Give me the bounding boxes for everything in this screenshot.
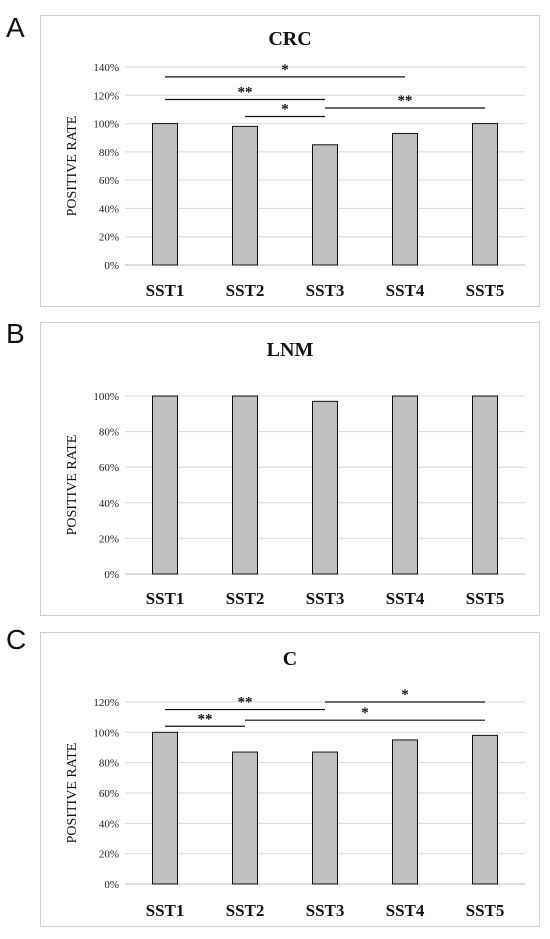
chart-frame: [40, 632, 540, 927]
bar: [392, 395, 418, 575]
bar: [312, 751, 338, 885]
y-tick-label: 60%: [99, 462, 119, 474]
x-tick-label: SST1: [146, 589, 185, 608]
x-tick-label: SST5: [466, 901, 505, 920]
significance-label: **: [198, 711, 213, 727]
bar: [472, 123, 498, 266]
x-tick-label: SST3: [306, 901, 345, 920]
y-tick-label: 60%: [99, 175, 119, 187]
chart-frame: [40, 15, 540, 307]
y-tick-label: 0%: [104, 879, 119, 891]
panel-label-c: C: [6, 624, 27, 655]
significance-label: *: [401, 687, 409, 703]
y-tick-label: 60%: [99, 788, 119, 800]
bar: [392, 132, 418, 266]
chart-title: CRC: [268, 28, 311, 50]
x-tick-label: SST2: [226, 589, 265, 608]
x-tick-label: SST1: [146, 281, 185, 300]
x-tick-label: SST3: [306, 281, 345, 300]
bar: [152, 123, 178, 266]
significance-label: **: [238, 85, 253, 101]
panel-label-a: A: [6, 12, 25, 43]
x-tick-label: SST2: [226, 901, 265, 920]
y-tick-label: 80%: [99, 758, 119, 770]
significance-label: *: [281, 102, 289, 118]
y-tick-label: 40%: [99, 818, 119, 830]
x-tick-label: SST4: [386, 901, 425, 920]
significance-label: *: [361, 705, 369, 721]
x-tick-label: SST2: [226, 281, 265, 300]
bar: [152, 731, 178, 885]
chart-crc: 0% 20% 40% 60% 80% 100% 120% 140% CRC POSITIVE RA…: [40, 15, 540, 307]
y-tick-label: 40%: [99, 498, 119, 510]
x-tick-label: SST3: [306, 589, 345, 608]
chart-title: LNM: [267, 339, 314, 361]
bar: [392, 739, 418, 885]
y-tick-label: 100%: [93, 119, 119, 131]
bar: [312, 144, 338, 266]
bar: [152, 395, 178, 575]
y-tick-label: 140%: [93, 62, 119, 74]
y-tick-label: 100%: [93, 391, 119, 403]
x-tick-label: SST4: [386, 281, 425, 300]
chart-panel-c: 0% 20% 40% 60% 80% 100% 120% C POSITIVE RATE SST1…: [40, 632, 540, 927]
bar: [232, 751, 258, 885]
x-tick-label: SST5: [466, 281, 505, 300]
y-tick-label: 120%: [93, 90, 119, 102]
y-tick-label: 40%: [99, 203, 119, 215]
y-tick-label: 20%: [99, 533, 119, 545]
bar: [232, 125, 258, 266]
y-tick-label: 20%: [99, 849, 119, 861]
chart-lnm: 0% 20% 40% 60% 80% 100% LNM POSITIVE RATE SST1 SS…: [40, 322, 540, 616]
y-axis-label: POSITIVE RATE: [65, 116, 80, 217]
significance-label: **: [238, 695, 253, 711]
bar: [472, 395, 498, 575]
chart-frame: [40, 322, 540, 616]
x-tick-label: SST5: [466, 589, 505, 608]
chart-panel-a: 0% 20% 40% 60% 80% 100% 120% 140% CRC POSITIVE RA…: [40, 15, 540, 307]
x-tick-label: SST4: [386, 589, 425, 608]
y-axis-label: POSITIVE RATE: [65, 435, 80, 536]
y-tick-label: 80%: [99, 427, 119, 439]
x-tick-label: SST1: [146, 901, 185, 920]
y-tick-label: 20%: [99, 232, 119, 244]
y-axis-label: POSITIVE RATE: [65, 743, 80, 844]
y-tick-label: 80%: [99, 147, 119, 159]
significance-label: *: [281, 62, 289, 78]
bar: [232, 395, 258, 575]
y-tick-label: 0%: [104, 569, 119, 581]
y-tick-label: 0%: [104, 260, 119, 272]
y-tick-label: 120%: [93, 697, 119, 709]
chart-c: 0% 20% 40% 60% 80% 100% 120% C POSITIVE RATE SST1…: [40, 632, 540, 927]
bar: [312, 400, 338, 575]
y-tick-label: 100%: [93, 727, 119, 739]
chart-panel-b: 0% 20% 40% 60% 80% 100% LNM POSITIVE RATE SST1 SS…: [40, 322, 540, 616]
bar: [472, 734, 498, 885]
chart-title: C: [283, 648, 297, 670]
significance-label: **: [398, 93, 413, 109]
panel-label-b: B: [6, 318, 25, 349]
